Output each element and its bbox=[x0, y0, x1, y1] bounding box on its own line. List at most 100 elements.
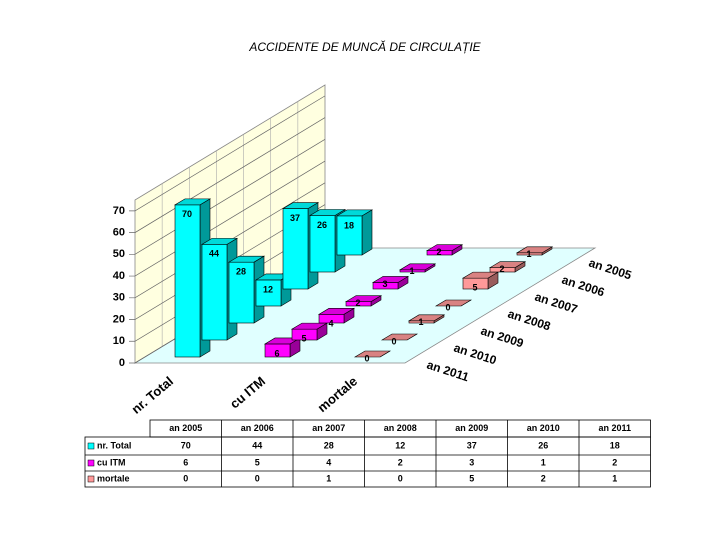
table-header: an 2005 bbox=[169, 423, 202, 433]
bar-top bbox=[407, 314, 446, 322]
data-label: 0 bbox=[445, 302, 450, 312]
category-label: mortale bbox=[315, 373, 361, 415]
data-label: 1 bbox=[526, 249, 531, 259]
bar-top bbox=[398, 263, 437, 271]
table-cell: 6 bbox=[183, 457, 188, 467]
data-label: 2 bbox=[355, 298, 360, 308]
bar bbox=[434, 299, 473, 307]
depth-label: an 2011 bbox=[425, 358, 471, 385]
table-cell: 5 bbox=[469, 473, 474, 483]
bar bbox=[353, 350, 392, 358]
table-cell: 0 bbox=[255, 473, 260, 483]
bar bbox=[515, 246, 554, 256]
data-label: 37 bbox=[290, 213, 300, 223]
data-label: 2 bbox=[499, 264, 504, 274]
bar bbox=[461, 271, 500, 290]
table-cell: 12 bbox=[395, 440, 405, 450]
table-header: an 2010 bbox=[527, 423, 560, 433]
category-label: cu ITM bbox=[227, 373, 268, 411]
data-label: 0 bbox=[364, 353, 369, 363]
table-cell: 5 bbox=[255, 457, 260, 467]
bar-front bbox=[201, 244, 228, 341]
table-cell: 2 bbox=[612, 457, 617, 467]
data-label: 2 bbox=[436, 247, 441, 257]
table-header: an 2011 bbox=[598, 423, 631, 433]
depth-label: an 2006 bbox=[560, 273, 607, 300]
bar bbox=[425, 244, 464, 256]
data-label: 12 bbox=[263, 284, 273, 294]
table-cell: 1 bbox=[326, 473, 331, 483]
data-label: 6 bbox=[274, 348, 279, 358]
table-border bbox=[84, 436, 651, 488]
bar bbox=[317, 307, 356, 324]
data-label: 5 bbox=[301, 334, 306, 344]
table-cell: 28 bbox=[324, 440, 334, 450]
data-table: an 2005 an 2006 an 2007 an 2008 an 2009 an 20… bbox=[84, 419, 651, 488]
table-header: an 2007 bbox=[312, 423, 345, 433]
legend-label: cu ITM bbox=[97, 457, 126, 467]
legend-label: nr. Total bbox=[97, 440, 131, 450]
bar-front bbox=[309, 215, 336, 273]
data-label: 70 bbox=[182, 209, 192, 219]
y-tick-label: 40 bbox=[113, 270, 125, 282]
bar-top bbox=[200, 238, 239, 245]
bar-top bbox=[515, 246, 554, 254]
table-cell: 70 bbox=[181, 440, 191, 450]
legend-swatch bbox=[87, 475, 95, 483]
bar-front bbox=[336, 215, 363, 256]
data-label: 3 bbox=[382, 279, 387, 289]
category-label: nr. Total bbox=[128, 373, 176, 416]
bar bbox=[263, 337, 302, 358]
bar-top bbox=[353, 350, 392, 358]
bar-top bbox=[173, 198, 212, 206]
bar-front bbox=[255, 279, 282, 307]
grid-line bbox=[129, 160, 326, 277]
bar-top bbox=[380, 333, 419, 341]
bar-front bbox=[282, 208, 309, 290]
data-label: 1 bbox=[418, 317, 423, 327]
table-header: an 2006 bbox=[241, 423, 274, 433]
table-cell: 2 bbox=[541, 473, 546, 483]
bar-top bbox=[344, 295, 383, 302]
data-label: 1 bbox=[409, 266, 414, 276]
bar-top bbox=[317, 308, 356, 315]
bar-top bbox=[227, 255, 266, 263]
y-tick-label: 30 bbox=[113, 292, 125, 304]
y-tick-label: 10 bbox=[113, 335, 125, 347]
table-cell: 2 bbox=[398, 457, 403, 467]
grid-line bbox=[129, 182, 326, 299]
data-label: 4 bbox=[328, 319, 333, 329]
bar bbox=[290, 322, 329, 341]
table-header: an 2008 bbox=[384, 423, 417, 433]
chart-title: ACCIDENTE DE MUNCĂ DE CIRCULAȚIE bbox=[248, 39, 481, 54]
table-cell: 3 bbox=[469, 457, 474, 467]
data-label: 28 bbox=[236, 267, 246, 277]
depth-label: an 2009 bbox=[479, 324, 526, 351]
data-label: 0 bbox=[391, 336, 396, 346]
bar-top bbox=[281, 202, 320, 209]
bar bbox=[335, 209, 374, 256]
y-tick-label: 50 bbox=[113, 248, 125, 260]
depth-label: an 2005 bbox=[587, 256, 634, 283]
depth-label: an 2010 bbox=[452, 341, 499, 368]
bar-top bbox=[371, 276, 410, 283]
legend-label: mortale bbox=[97, 473, 130, 483]
grid-line bbox=[129, 117, 326, 233]
y-tick-label: 20 bbox=[113, 313, 125, 325]
bar-top bbox=[308, 209, 347, 216]
depth-label: an 2008 bbox=[506, 307, 553, 334]
table-cell: 0 bbox=[398, 473, 403, 483]
bar-front bbox=[228, 261, 255, 324]
bar bbox=[380, 333, 419, 341]
table-cell: 18 bbox=[610, 440, 620, 450]
data-label: 5 bbox=[472, 283, 477, 293]
table-cell: 44 bbox=[252, 440, 262, 450]
bar bbox=[344, 295, 383, 307]
grid-line bbox=[129, 95, 326, 212]
bar-top bbox=[335, 209, 374, 217]
bar-top bbox=[425, 244, 464, 251]
table-cell: 4 bbox=[326, 457, 331, 467]
bar-top bbox=[434, 299, 473, 307]
bar bbox=[371, 275, 410, 290]
